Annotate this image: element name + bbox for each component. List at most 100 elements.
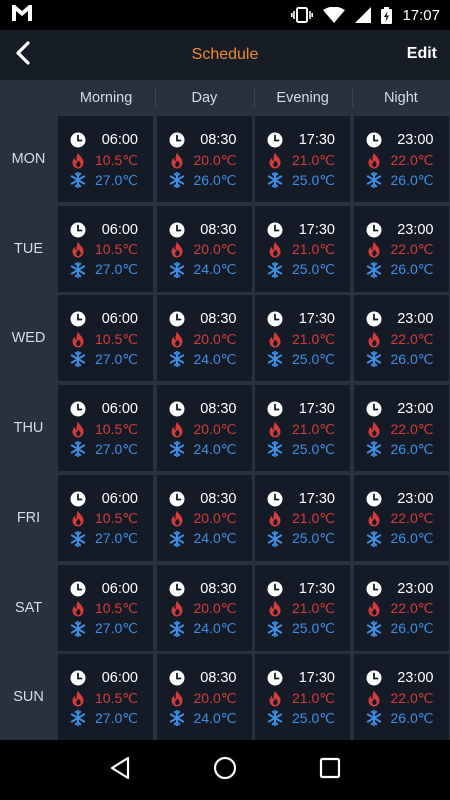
slot-heat-line: 20.0℃ <box>169 509 249 529</box>
flame-icon <box>267 510 283 527</box>
back-triangle-icon <box>109 756 131 785</box>
schedule-cell-mon-day[interactable]: 08:30 20.0℃ 26.0℃ <box>156 116 252 202</box>
cool-setpoint: 26.0℃ <box>390 171 434 188</box>
schedule-cell-thu-morning[interactable]: 06:00 10.5℃ 27.0℃ <box>58 385 153 472</box>
clock-icon <box>267 222 283 238</box>
slot-cool-line: 24.0℃ <box>169 529 249 549</box>
slot-heat-line: 22.0℃ <box>366 688 446 708</box>
schedule-cell-mon-morning[interactable]: 06:00 10.5℃ 27.0℃ <box>58 116 153 202</box>
clock-icon <box>267 670 283 686</box>
slot-time: 17:30 <box>298 401 335 418</box>
schedule-cell-fri-day[interactable]: 08:30 20.0℃ 24.0℃ <box>156 474 252 561</box>
column-header-row: Morning Day Evening Night <box>57 80 450 115</box>
slot-time: 06:00 <box>101 490 138 507</box>
flame-icon <box>366 690 382 707</box>
schedule-cell-wed-night[interactable]: 23:00 22.0℃ 26.0℃ <box>353 295 449 382</box>
heat-setpoint: 21.0℃ <box>292 689 335 706</box>
snowflake-icon <box>366 172 382 188</box>
snowflake-icon <box>70 172 86 188</box>
column-header-night: Night <box>351 80 450 115</box>
heat-setpoint: 10.5℃ <box>95 330 138 347</box>
nav-home-button[interactable] <box>205 750 245 790</box>
slot-cool-line: 24.0℃ <box>169 619 249 639</box>
flame-icon <box>267 241 283 258</box>
slot-cool-line: 25.0℃ <box>267 708 347 728</box>
slot-heat-line: 21.0℃ <box>267 419 347 439</box>
slot-cool-line: 26.0℃ <box>366 170 446 190</box>
clock-icon <box>169 491 185 507</box>
flame-icon <box>267 690 283 707</box>
snowflake-icon <box>366 441 382 458</box>
schedule-cell-tue-evening[interactable]: 17:30 21.0℃ 25.0℃ <box>255 205 350 292</box>
slot-time-line: 08:30 <box>169 399 249 419</box>
day-label: MON <box>11 151 46 167</box>
cool-setpoint: 24.0℃ <box>193 709 237 726</box>
snowflake-icon <box>267 261 283 278</box>
slot-time: 08:30 <box>200 670 237 687</box>
schedule-cell-sun-day[interactable]: 08:30 20.0℃ 24.0℃ <box>156 654 252 741</box>
schedule-cell-thu-day[interactable]: 08:30 20.0℃ 24.0℃ <box>156 385 252 472</box>
cool-setpoint: 24.0℃ <box>193 440 237 457</box>
slot-heat-line: 10.5℃ <box>70 688 150 708</box>
heat-setpoint: 10.5℃ <box>95 241 138 258</box>
slot-cool-line: 27.0℃ <box>70 439 150 459</box>
cool-setpoint: 25.0℃ <box>292 709 335 726</box>
slot-cool-line: 24.0℃ <box>169 439 249 459</box>
slot-cool-line: 25.0℃ <box>267 529 347 549</box>
cool-setpoint: 26.0℃ <box>390 261 434 278</box>
schedule-cell-sun-evening[interactable]: 17:30 21.0℃ 25.0℃ <box>255 654 350 741</box>
clock-icon <box>366 581 382 597</box>
schedule-cell-fri-night[interactable]: 23:00 22.0℃ 26.0℃ <box>353 474 449 561</box>
slot-time-line: 06:00 <box>70 579 150 599</box>
heat-setpoint: 20.0℃ <box>193 330 237 347</box>
clock-icon <box>267 491 283 507</box>
slot-time-line: 17:30 <box>267 130 347 150</box>
slot-time: 08:30 <box>200 401 237 418</box>
schedule-cell-fri-evening[interactable]: 17:30 21.0℃ 25.0℃ <box>255 474 350 561</box>
schedule-cell-sun-morning[interactable]: 06:00 10.5℃ 27.0℃ <box>58 654 153 741</box>
schedule-cell-tue-night[interactable]: 23:00 22.0℃ 26.0℃ <box>353 205 449 292</box>
schedule-cell-sat-day[interactable]: 08:30 20.0℃ 24.0℃ <box>156 564 252 651</box>
schedule-cell-sat-evening[interactable]: 17:30 21.0℃ 25.0℃ <box>255 564 350 651</box>
clock-icon <box>70 401 86 417</box>
day-row-sat: SAT 06:00 10.5℃ 27.0℃ 08:30 20.0℃ 24.0℃ 17:30 21… <box>0 564 450 651</box>
cool-setpoint: 25.0℃ <box>292 350 335 367</box>
clock-icon <box>70 222 86 238</box>
schedule-cell-thu-night[interactable]: 23:00 22.0℃ 26.0℃ <box>353 385 449 472</box>
nav-recents-button[interactable] <box>310 750 350 790</box>
day-label: FRI <box>16 509 41 526</box>
schedule-cell-mon-evening[interactable]: 17:30 21.0℃ 25.0℃ <box>255 116 350 202</box>
schedule-cell-thu-evening[interactable]: 17:30 21.0℃ 25.0℃ <box>255 385 350 472</box>
back-button[interactable] <box>8 40 38 70</box>
schedule-cell-wed-evening[interactable]: 17:30 21.0℃ 25.0℃ <box>255 295 350 382</box>
schedule-cell-wed-morning[interactable]: 06:00 10.5℃ 27.0℃ <box>58 295 153 382</box>
flame-icon <box>366 510 382 527</box>
column-header-morning: Morning <box>79 89 133 106</box>
heat-setpoint: 10.5℃ <box>95 151 138 168</box>
schedule-cell-wed-day[interactable]: 08:30 20.0℃ 24.0℃ <box>156 295 252 382</box>
edit-button[interactable]: Edit <box>406 45 437 62</box>
slot-time-line: 17:30 <box>267 399 347 419</box>
schedule-cell-fri-morning[interactable]: 06:00 10.5℃ 27.0℃ <box>58 474 153 561</box>
slot-heat-line: 20.0℃ <box>169 419 249 439</box>
schedule-cell-sat-night[interactable]: 23:00 22.0℃ 26.0℃ <box>353 564 449 651</box>
schedule-cell-tue-day[interactable]: 08:30 20.0℃ 24.0℃ <box>156 205 252 292</box>
nav-back-button[interactable] <box>100 750 140 790</box>
day-row-tue: TUE 06:00 10.5℃ 27.0℃ 08:30 20.0℃ 24.0℃ 17:30 21… <box>0 205 450 292</box>
snowflake-icon <box>169 261 185 278</box>
snowflake-icon <box>70 261 86 278</box>
slot-time-line: 08:30 <box>169 220 249 240</box>
slot-cool-line: 25.0℃ <box>267 439 347 459</box>
schedule-cell-tue-morning[interactable]: 06:00 10.5℃ 27.0℃ <box>58 205 153 292</box>
heat-setpoint: 22.0℃ <box>390 689 434 706</box>
clock-icon <box>366 222 382 238</box>
cool-setpoint: 25.0℃ <box>292 620 335 636</box>
clock-icon <box>169 311 185 327</box>
clock-icon <box>169 401 185 417</box>
schedule-cell-sat-morning[interactable]: 06:00 10.5℃ 27.0℃ <box>58 564 153 651</box>
heat-setpoint: 20.0℃ <box>193 241 237 258</box>
snowflake-icon <box>267 710 283 727</box>
schedule-cell-sun-night[interactable]: 23:00 22.0℃ 26.0℃ <box>353 654 449 741</box>
flame-icon <box>169 690 185 707</box>
schedule-cell-mon-night[interactable]: 23:00 22.0℃ 26.0℃ <box>353 116 449 202</box>
